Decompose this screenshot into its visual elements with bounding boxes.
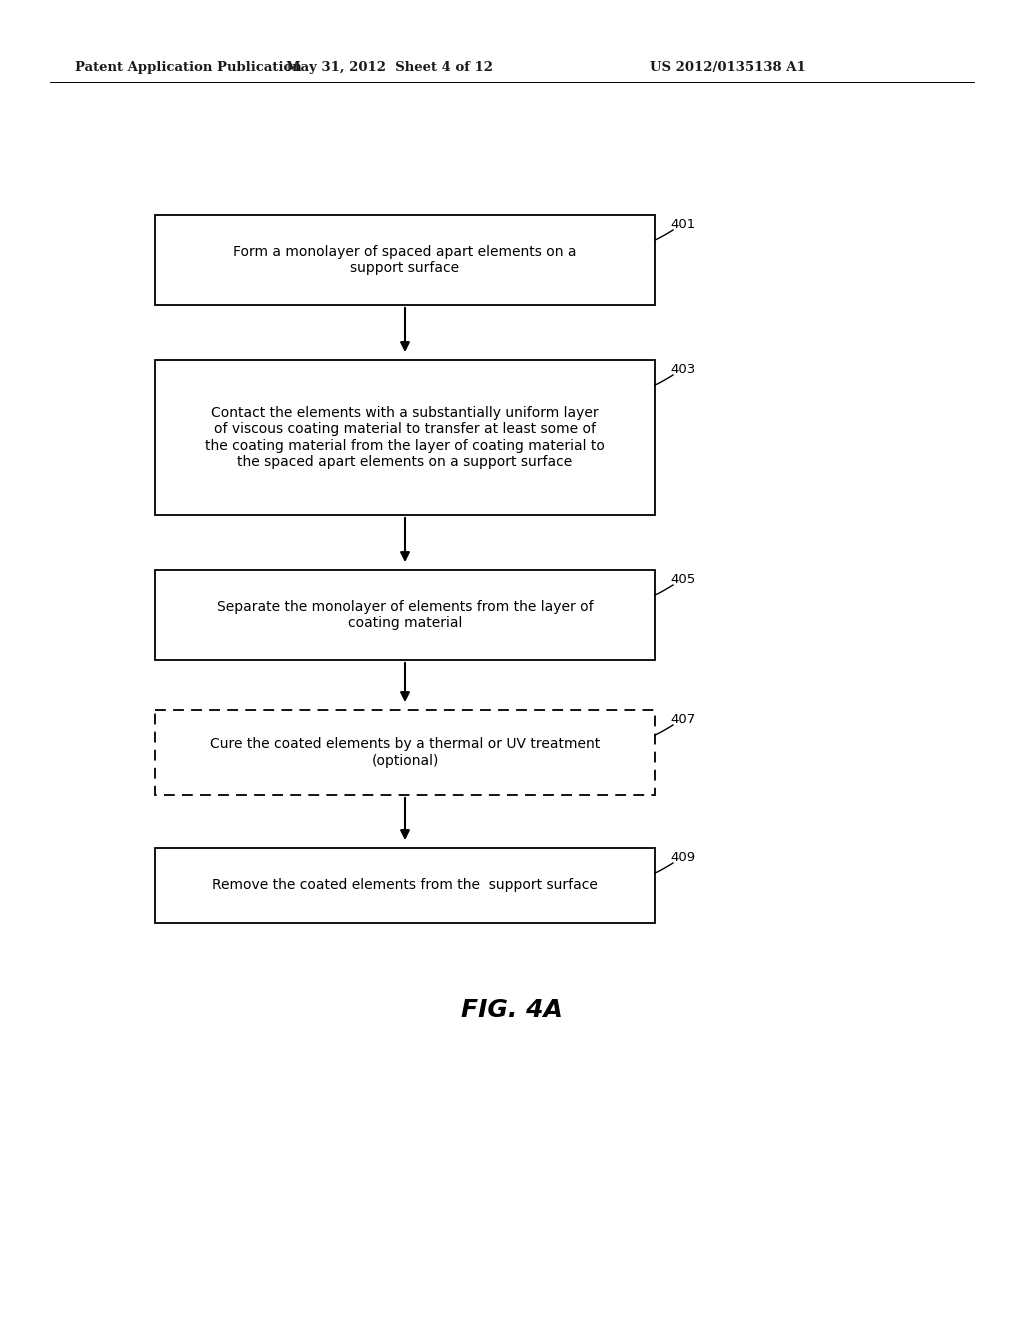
Bar [155, 847, 655, 923]
Bar [155, 215, 655, 305]
Text: 403: 403 [670, 363, 695, 376]
Bar [155, 570, 655, 660]
Text: May 31, 2012  Sheet 4 of 12: May 31, 2012 Sheet 4 of 12 [287, 62, 494, 74]
Text: Contact the elements with a substantially uniform layer
of viscous coating mater: Contact the elements with a substantiall… [205, 407, 605, 469]
Text: US 2012/0135138 A1: US 2012/0135138 A1 [650, 62, 806, 74]
Text: FIG. 4A: FIG. 4A [461, 998, 563, 1022]
Text: 409: 409 [670, 851, 695, 865]
Bar [155, 360, 655, 515]
Text: 401: 401 [670, 218, 695, 231]
Text: 405: 405 [670, 573, 695, 586]
Text: 407: 407 [670, 713, 695, 726]
Text: Separate the monolayer of elements from the layer of
coating material: Separate the monolayer of elements from … [217, 599, 593, 630]
Text: Remove the coated elements from the  support surface: Remove the coated elements from the supp… [212, 879, 598, 892]
Bar [155, 710, 655, 795]
Text: Form a monolayer of spaced apart elements on a
support surface: Form a monolayer of spaced apart element… [233, 246, 577, 275]
Text: Patent Application Publication: Patent Application Publication [75, 62, 302, 74]
Text: Cure the coated elements by a thermal or UV treatment
(optional): Cure the coated elements by a thermal or… [210, 738, 600, 768]
